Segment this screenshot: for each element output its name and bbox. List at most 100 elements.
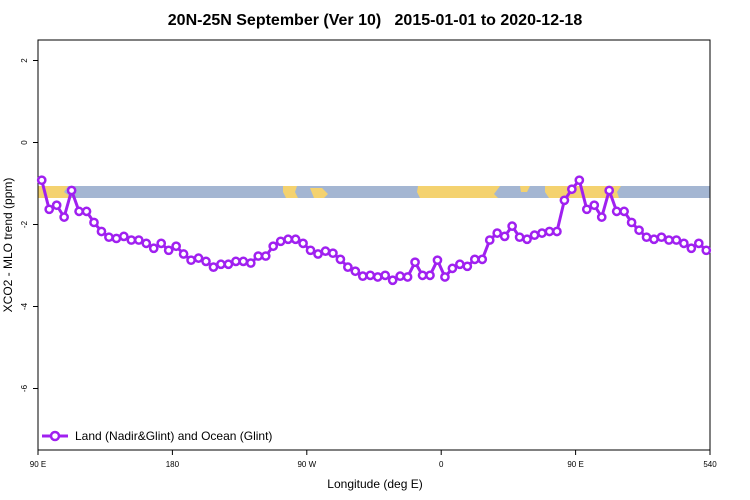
point <box>469 254 480 265</box>
y-tick-label: 0 <box>20 140 29 145</box>
point <box>432 255 443 266</box>
point <box>425 270 435 281</box>
point <box>320 246 331 256</box>
point <box>649 234 659 245</box>
point <box>574 175 585 186</box>
point <box>260 251 271 261</box>
point <box>656 232 667 243</box>
point <box>74 206 84 217</box>
point <box>477 254 488 265</box>
point <box>417 270 428 281</box>
x-tick-label: 90 E <box>30 460 46 469</box>
point <box>387 275 398 286</box>
point <box>492 228 503 238</box>
x-tick-label: 0 <box>439 460 444 469</box>
point <box>529 230 540 241</box>
point <box>611 206 622 217</box>
point <box>447 263 458 274</box>
y-tick-label: -4 <box>20 302 29 310</box>
point <box>499 231 510 242</box>
land-patches <box>38 186 621 198</box>
point <box>664 235 674 245</box>
point <box>507 221 517 231</box>
point <box>679 238 689 249</box>
point <box>596 212 607 222</box>
point <box>156 238 167 249</box>
point <box>111 233 122 244</box>
point <box>283 234 293 245</box>
point <box>119 231 129 242</box>
x-axis-label: Longitude (deg E) <box>327 477 422 491</box>
point <box>275 236 286 247</box>
point <box>66 185 77 196</box>
point <box>104 232 114 243</box>
point <box>201 256 211 267</box>
point <box>440 272 450 282</box>
point <box>51 200 62 211</box>
point <box>89 217 99 228</box>
point <box>178 249 189 259</box>
point <box>544 226 555 237</box>
point <box>343 262 353 272</box>
point <box>193 253 204 263</box>
point <box>619 206 629 217</box>
point <box>298 238 308 249</box>
point <box>626 217 637 228</box>
point <box>238 256 249 267</box>
point <box>693 238 704 249</box>
point <box>208 262 219 272</box>
point <box>328 248 338 259</box>
x-tick-label: 90 E <box>567 460 583 469</box>
point <box>148 243 159 254</box>
legend-label: Land (Nadir&Glint) and Ocean (Glint) <box>75 429 272 443</box>
point <box>522 234 532 245</box>
point <box>126 235 137 245</box>
point <box>641 232 652 243</box>
point <box>410 257 420 268</box>
point <box>81 206 92 217</box>
point <box>231 256 241 267</box>
point <box>455 259 465 270</box>
point <box>372 272 383 282</box>
point <box>305 245 316 256</box>
point <box>365 270 376 281</box>
point <box>589 200 600 211</box>
point <box>350 266 361 277</box>
point <box>290 234 301 245</box>
point <box>141 238 152 249</box>
ocean-band <box>38 186 710 198</box>
point <box>514 232 525 243</box>
legend: Land (Nadir&Glint) and Ocean (Glint) <box>42 429 272 443</box>
point <box>701 245 712 256</box>
chart-title: 20N-25N September (Ver 10) 2015-01-01 to… <box>168 12 583 29</box>
point <box>245 258 256 268</box>
point <box>581 204 592 215</box>
x-tick-label: 540 <box>703 460 717 469</box>
y-tick-label: 2 <box>20 58 29 63</box>
legend-marker <box>49 430 61 442</box>
point <box>133 235 144 245</box>
point <box>216 259 226 270</box>
point <box>96 226 107 237</box>
point <box>186 255 196 266</box>
land-ocean-strip <box>38 186 710 198</box>
point <box>462 261 473 272</box>
y-tick-label: -6 <box>20 384 29 392</box>
point <box>402 272 413 282</box>
point <box>537 228 547 238</box>
point <box>552 226 562 237</box>
point <box>253 251 264 261</box>
point <box>223 259 234 270</box>
point <box>395 271 405 282</box>
point <box>567 184 577 195</box>
y-axis-label: XCO2 - MLO trend (ppm) <box>1 178 15 313</box>
point <box>484 235 495 245</box>
y-tick-label: -2 <box>20 220 29 228</box>
point <box>686 243 697 254</box>
point <box>163 245 174 256</box>
point <box>671 235 682 245</box>
point <box>268 241 279 252</box>
point <box>634 225 644 236</box>
